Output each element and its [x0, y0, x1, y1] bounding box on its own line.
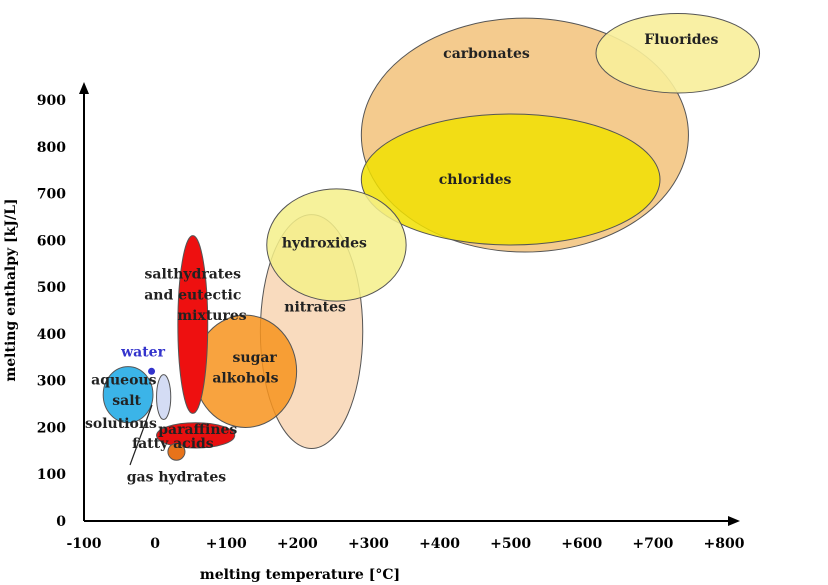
region-aqueous-salt-solutions — [102, 366, 154, 424]
region-layer — [102, 12, 761, 461]
y-tick-label: 300 — [37, 374, 66, 390]
label-sugar-1: sugar — [233, 350, 278, 366]
label-fatty: fatty acids — [132, 436, 214, 452]
region-chlorides — [360, 113, 661, 246]
label-paraffines: paraffines — [158, 422, 237, 438]
tick-labels: -100 0 +100 +200 +300 +400 +500 +600 +700 +800010… — [37, 93, 745, 552]
y-tick-label: 800 — [37, 140, 66, 156]
region-labels: carbonates Fluorides chlorides hydroxides ni… — [85, 32, 718, 486]
point-water — [148, 367, 156, 375]
y-axis-arrow-icon — [79, 82, 89, 94]
label-aqueous-3: solutions — [85, 416, 157, 432]
x-axis-title: melting temperature [°C] — [200, 567, 400, 583]
x-tick-label: +700 — [632, 536, 673, 552]
x-tick-label: +800 — [704, 536, 745, 552]
label-nitrates: nitrates — [284, 299, 346, 315]
fatty-acids-leader-line — [129, 404, 153, 466]
x-tick-label: 0 — [150, 536, 160, 552]
axes — [79, 82, 740, 526]
region-gas-hydrates — [167, 442, 186, 461]
y-tick-label: 100 — [37, 467, 66, 483]
label-salthydrates-1: salthydrates — [145, 267, 242, 283]
region-paraffines — [156, 422, 236, 449]
y-tick-label: 500 — [37, 280, 66, 296]
y-tick-label: 0 — [56, 514, 66, 530]
region-fluorides — [595, 12, 761, 94]
point-layer — [148, 367, 156, 375]
label-salthydrates-2: and eutectic — [144, 287, 241, 303]
y-tick-label: 600 — [37, 233, 66, 249]
label-aqueous-2: salt — [112, 393, 141, 409]
y-tick-label: 400 — [37, 327, 66, 343]
y-tick-label: 200 — [37, 420, 66, 436]
x-tick-label: +600 — [561, 536, 602, 552]
x-tick-label: +400 — [419, 536, 460, 552]
region-fatty-acids — [156, 374, 172, 420]
x-axis-arrow-icon — [728, 516, 740, 526]
y-tick-label: 700 — [37, 187, 66, 203]
label-aqueous-1: aqueous — [91, 372, 156, 388]
region-salthydrates-and-eutectic-mixtures — [177, 235, 209, 414]
x-tick-label: -100 — [66, 536, 101, 552]
x-tick-label: +500 — [490, 536, 531, 552]
label-sugar-2: alkohols — [212, 371, 278, 387]
y-axis-title: melting enthalpy [kJ/L] — [3, 198, 19, 381]
y-tick-label: 900 — [37, 93, 66, 109]
label-water: water — [120, 344, 165, 360]
x-tick-label: +300 — [348, 536, 389, 552]
label-carbonates: carbonates — [443, 46, 530, 62]
x-tick-label: +100 — [206, 536, 247, 552]
label-chlorides: chlorides — [439, 172, 512, 188]
label-salthydrates-3: mixtures — [177, 308, 246, 324]
leader-lines — [129, 404, 153, 466]
label-gas: gas hydrates — [127, 470, 227, 486]
label-fluorides: Fluorides — [644, 32, 718, 48]
x-tick-label: +200 — [277, 536, 318, 552]
label-hydroxides: hydroxides — [282, 235, 367, 251]
region-hydroxides — [266, 188, 407, 302]
